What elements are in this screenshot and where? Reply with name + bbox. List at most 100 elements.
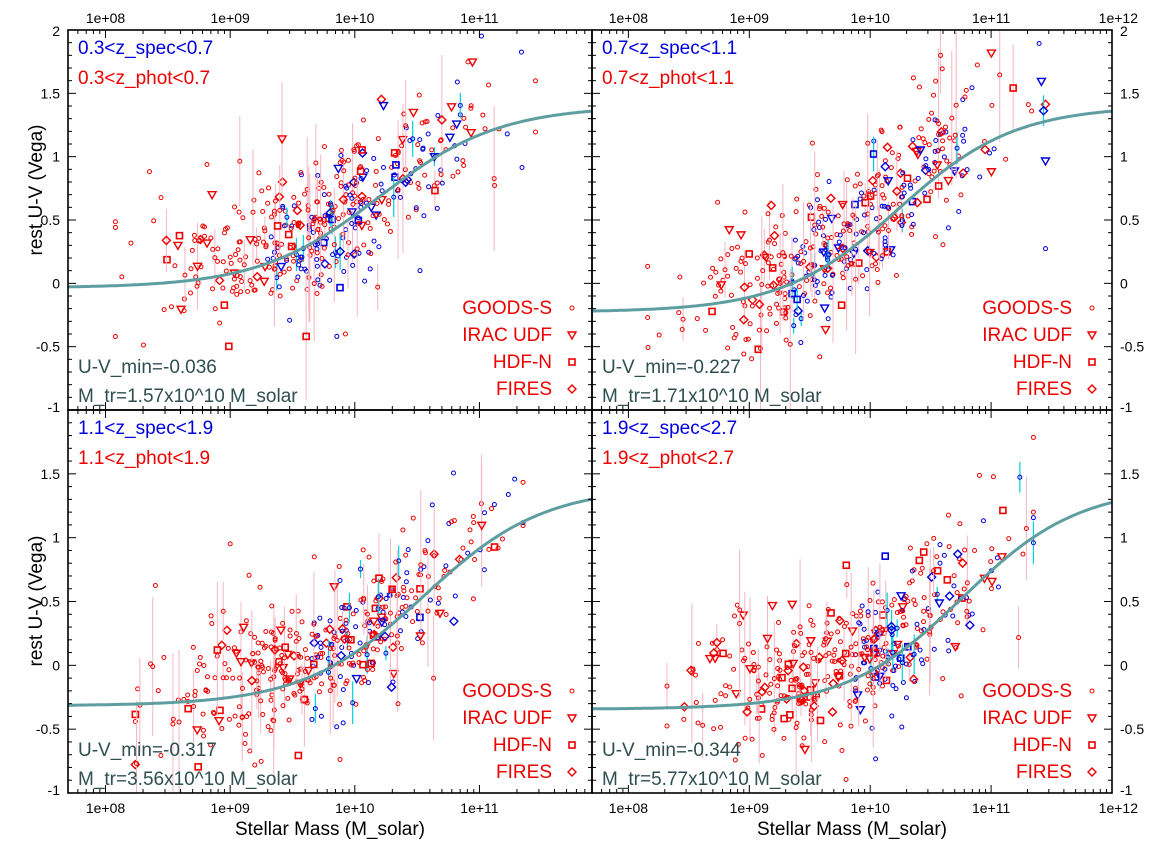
spec-point (864, 286, 870, 292)
phot-point (197, 654, 203, 660)
phot-point (263, 242, 269, 248)
phot-point (798, 249, 804, 255)
spec-point (375, 594, 381, 600)
phot-point (371, 578, 377, 584)
phot-point (216, 640, 227, 651)
phot-point (533, 129, 539, 135)
spec-point (504, 131, 510, 137)
phot-point (856, 666, 862, 672)
spec-point (864, 267, 870, 273)
phot-point (277, 207, 283, 213)
phot-point (712, 697, 718, 703)
phot-point (219, 725, 225, 731)
phot-point (196, 238, 202, 244)
phot-point (429, 147, 435, 153)
spec-point (309, 716, 315, 722)
spec-point (343, 183, 349, 189)
spec-point (448, 616, 459, 627)
phot-point (834, 232, 840, 238)
phot-point (677, 274, 683, 280)
phot-point (787, 341, 793, 347)
spec-point (339, 628, 345, 634)
phot-point (356, 660, 362, 666)
phot-point (837, 639, 843, 645)
phot-point (733, 265, 739, 271)
phot-point (747, 321, 753, 327)
spec-point (518, 49, 524, 55)
phot-point (395, 701, 401, 707)
phot-point (757, 686, 768, 697)
spec-point (366, 620, 372, 626)
spec-point (946, 648, 952, 654)
spec-point (915, 175, 921, 181)
phot-point (315, 227, 321, 233)
phot-point (318, 179, 324, 185)
spec-point (800, 244, 806, 250)
phot-point (926, 116, 932, 122)
spec-point (350, 700, 356, 706)
phot-point (921, 595, 927, 601)
phot-point (715, 199, 721, 205)
phot-point (298, 654, 304, 660)
phot-point (471, 520, 477, 526)
phot-point (384, 221, 390, 227)
label-m-tr: M_tr=3.56x10^10 M_solar (78, 769, 298, 790)
phot-point (843, 776, 849, 782)
phot-point (915, 556, 924, 565)
phot-point (755, 695, 761, 701)
phot-point (943, 576, 952, 584)
spec-point (382, 622, 388, 628)
phot-point (238, 289, 244, 295)
phot-point (929, 110, 935, 116)
phot-point (837, 301, 846, 309)
phot-point (853, 613, 859, 619)
phot-point (331, 636, 337, 642)
spec-point (435, 112, 441, 118)
phot-point (932, 161, 943, 171)
phot-point (203, 687, 209, 693)
phot-point (401, 588, 407, 594)
phot-point (778, 693, 784, 699)
phot-point (277, 293, 283, 299)
phot-point (235, 657, 247, 668)
phot-point (719, 649, 727, 658)
phot-point (888, 165, 894, 171)
phot-point (348, 662, 354, 668)
legend-goods-s-marker (569, 305, 575, 311)
phot-point (148, 661, 154, 667)
label-uv-min: U-V_min=-0.227 (602, 357, 741, 378)
scatter-cloud (664, 434, 1036, 782)
phot-point (735, 244, 741, 250)
phot-point (742, 735, 748, 741)
phot-point (381, 217, 387, 223)
spec-point (801, 292, 807, 298)
phot-point (320, 650, 326, 656)
phot-point (210, 246, 216, 252)
spec-point (376, 244, 382, 250)
phot-point (955, 620, 961, 626)
phot-point (468, 539, 474, 545)
phot-point (732, 757, 738, 763)
phot-point (936, 126, 947, 137)
phot-point (813, 186, 819, 192)
phot-point (284, 230, 293, 239)
phot-point (306, 235, 312, 241)
spec-point (439, 180, 445, 186)
phot-point (189, 247, 195, 253)
spec-point (933, 137, 939, 143)
phot-point (785, 304, 791, 310)
spec-point (941, 552, 947, 558)
phot-point (750, 650, 756, 656)
spec-point (353, 608, 359, 614)
spec-point (814, 197, 820, 203)
phot-point (431, 183, 437, 189)
phot-point (974, 62, 980, 68)
phot-point (329, 583, 340, 593)
spec-point (862, 644, 868, 650)
spec-point (900, 170, 906, 176)
phot-point (393, 559, 399, 565)
phot-point (244, 713, 250, 719)
spec-point (315, 277, 321, 283)
x-tick-label: 1e+10 (335, 10, 375, 26)
phot-point (916, 84, 922, 90)
